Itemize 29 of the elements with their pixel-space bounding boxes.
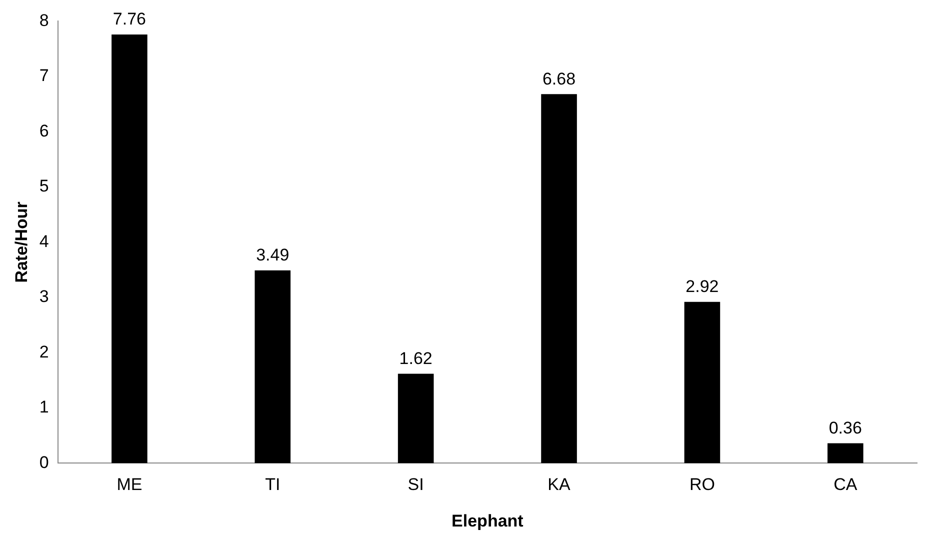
bar	[684, 302, 720, 464]
x-tick-label: KA	[548, 475, 572, 494]
bar	[398, 374, 434, 464]
bar	[541, 94, 577, 464]
data-label: 2.92	[686, 277, 719, 296]
x-tick-label: RO	[689, 475, 715, 494]
x-tick-label: CA	[834, 475, 858, 494]
bar	[828, 443, 864, 464]
y-tick-label: 0	[39, 452, 49, 472]
data-label: 0.36	[828, 418, 862, 438]
bar	[254, 270, 291, 464]
x-tick-label: SI	[408, 475, 424, 494]
y-tick-label: 6	[39, 121, 49, 140]
y-tick-label: 1	[39, 398, 49, 417]
data-label: 3.49	[256, 246, 290, 265]
y-tick-label: 2	[39, 342, 49, 362]
data-label: 1.62	[399, 348, 432, 368]
bar	[112, 34, 148, 464]
y-tick-label: 5	[39, 176, 49, 196]
y-tick-label: 8	[39, 10, 49, 30]
y-axis-title: Rate/Hour	[12, 201, 31, 283]
y-tick-label: 7	[39, 66, 49, 86]
x-tick-label: TI	[265, 475, 280, 494]
data-label: 6.68	[542, 69, 576, 88]
y-tick-label: 4	[39, 232, 49, 251]
x-tick-label: ME	[116, 475, 142, 494]
x-axis-title: Elephant	[452, 511, 524, 530]
data-label: 7.76	[112, 10, 146, 29]
y-tick-label: 3	[39, 287, 49, 306]
